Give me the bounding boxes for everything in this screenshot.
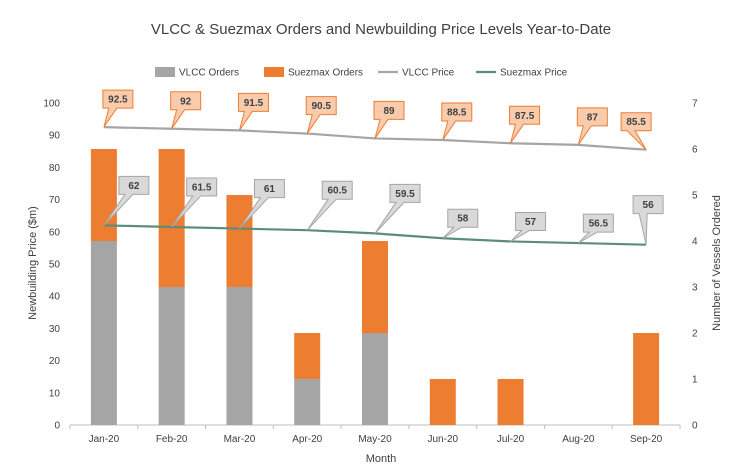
bars [90, 149, 660, 425]
vlcc-orders-bar [158, 287, 185, 425]
lines [103, 126, 647, 246]
y-left-tick-label: 50 [49, 260, 61, 271]
y-left-tick-label: 80 [49, 163, 61, 174]
vlcc-price-label: 91.5 [244, 98, 264, 109]
legend-vlcc-price-label: VLCC Price [402, 68, 455, 79]
legend-suezmax-orders-swatch [264, 67, 284, 77]
suezmax-orders-bar [362, 241, 388, 333]
suezmax-price-label: 59.5 [395, 189, 415, 200]
y-axis-left-label: Newbuilding Price ($m) [27, 206, 39, 320]
y-right-tick-label: 3 [692, 283, 698, 294]
y-left-tick-label: 20 [49, 356, 61, 367]
x-axis-label: Month [366, 453, 397, 465]
vlcc-price-label-box [441, 102, 473, 141]
y-left-tick-label: 10 [49, 388, 61, 399]
suezmax-price-label-box [103, 175, 150, 226]
vlcc-orders-bar [294, 379, 321, 425]
vlcc-price-label: 87 [587, 112, 599, 123]
vlcc-price-label: 88.5 [447, 108, 467, 119]
vlcc-orders-bar [226, 287, 253, 425]
legend: VLCC Orders Suezmax Orders VLCC Price Suezm… [155, 67, 568, 79]
suezmax-price-label-box [374, 183, 421, 234]
x-tick-label: Jul-20 [497, 434, 525, 445]
y-axis-right-label: Number of Vessels Ordered [711, 195, 723, 331]
suezmax-orders-bar [633, 333, 660, 425]
x-tick-label: Jun-20 [427, 434, 458, 445]
x-tick-label: Apr-20 [292, 434, 322, 445]
legend-suezmax-price-label: Suezmax Price [500, 68, 568, 79]
suezmax-price-label: 58 [457, 214, 469, 225]
vlcc-price-label: 90.5 [311, 101, 331, 112]
suezmax-price-label: 61 [264, 184, 276, 195]
x-tick-label: Aug-20 [562, 434, 595, 445]
y-right-tick-label: 0 [692, 421, 698, 432]
y-left-tick-label: 70 [49, 195, 61, 206]
vlcc-price-label: 92 [180, 96, 192, 107]
vlcc-price-label-box [305, 96, 337, 134]
suezmax-price-label: 56 [643, 200, 655, 211]
vlcc-price-label-box [620, 112, 652, 151]
suezmax-price-label-box [577, 213, 614, 244]
suezmax-price-label-box [239, 179, 285, 229]
vlcc-price-label: 89 [383, 106, 395, 117]
suezmax-price-label: 62 [128, 181, 140, 192]
y-left-tick-label: 30 [49, 324, 61, 335]
y-right-tick-label: 4 [692, 237, 698, 248]
legend-vlcc-orders-swatch [155, 67, 175, 77]
x-tick-label: Mar-20 [224, 434, 256, 445]
data-labels: 92.5 92 91.5 90.5 89 88.5 87.5 87 85.5 62 61.5 61 60… [102, 89, 664, 245]
y-left-tick-label: 100 [43, 99, 60, 110]
suezmax-price-label: 61.5 [192, 182, 212, 193]
suezmax-price-label-box [171, 177, 218, 228]
y-left-tick-label: 40 [49, 292, 61, 303]
x-tick-label: Sep-20 [630, 434, 663, 445]
vlcc-price-label: 85.5 [626, 117, 646, 128]
vlcc-orders-bar [362, 333, 388, 425]
y-left-tick-label: 90 [49, 131, 61, 142]
y-right-tick-label: 7 [692, 99, 698, 110]
y-right-tick-label: 2 [692, 329, 698, 340]
vlcc-price-label-box [509, 105, 541, 144]
legend-suezmax-orders-label: Suezmax Orders [288, 68, 363, 79]
vlcc-price-label-box [170, 91, 202, 130]
vlcc-price-label-box [373, 100, 405, 139]
suezmax-price-label-box [510, 211, 547, 242]
y-right-tick-label: 1 [692, 375, 698, 386]
suezmax-orders-bar [90, 149, 117, 241]
suezmax-orders-bar [158, 149, 185, 287]
vlcc-price-label-box [102, 89, 134, 128]
y-left-tick-label: 60 [49, 227, 61, 238]
vlcc-price-label: 92.5 [108, 95, 128, 106]
y-right-tick-label: 5 [692, 191, 698, 202]
suezmax-price-label: 57 [525, 217, 537, 228]
suezmax-price-label-box [306, 180, 353, 231]
y-right-tick-label: 6 [692, 145, 698, 156]
suezmax-price-label-box [632, 195, 664, 245]
x-tick-label: Jan-20 [89, 434, 120, 445]
y-left-tick-label: 0 [54, 421, 60, 432]
suezmax-orders-bar [497, 379, 524, 425]
suezmax-orders-bar [429, 379, 456, 425]
legend-vlcc-orders-label: VLCC Orders [179, 68, 239, 79]
suezmax-price-label: 56.5 [589, 219, 609, 230]
vlcc-orders-bar [90, 241, 117, 425]
vlcc-price-label-box [576, 107, 608, 146]
chart-title: VLCC & Suezmax Orders and Newbuilding Pr… [151, 21, 611, 38]
vlcc-price-label-box [237, 92, 269, 131]
suezmax-price-label: 60.5 [327, 186, 347, 197]
suezmax-price-label-box [442, 208, 479, 239]
x-tick-label: May-20 [358, 434, 392, 445]
x-tick-label: Feb-20 [156, 434, 188, 445]
vlcc-price-label: 87.5 [515, 111, 535, 122]
suezmax-orders-bar [294, 333, 321, 379]
suezmax-orders-bar [226, 195, 253, 287]
